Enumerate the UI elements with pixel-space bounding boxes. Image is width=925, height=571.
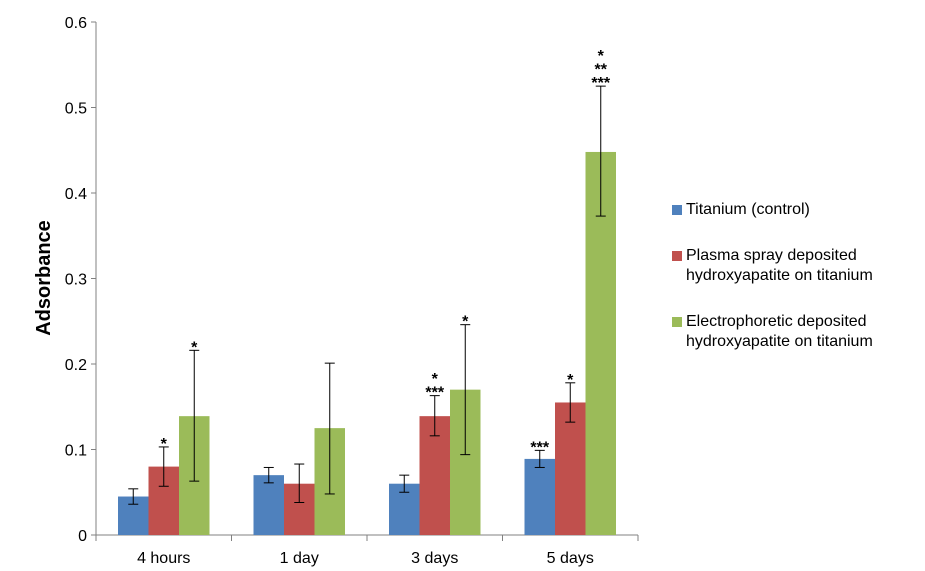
bar — [524, 458, 555, 535]
error-bars — [128, 85, 606, 505]
legend-item-plasma-spray: Plasma spray deposited hydroxyapatite on… — [672, 246, 922, 286]
significance-mark: *** — [530, 439, 549, 456]
x-axis: 4 hours 1 day 3 days 5 days — [95, 534, 639, 567]
significance-annotations: ***************** — [161, 48, 611, 456]
significance-mark: * — [432, 371, 439, 388]
y-tick-label: 0.3 — [65, 272, 87, 289]
bars — [118, 151, 616, 535]
y-axis: 0 0.1 0.2 0.3 0.4 0.5 0.6 — [65, 15, 97, 545]
legend-swatch-electrophoretic — [672, 317, 682, 327]
x-tick-label: 4 hours — [137, 550, 190, 567]
y-tick-label: 0.4 — [65, 186, 87, 203]
x-tick-label: 1 day — [280, 550, 319, 567]
legend-swatch-titanium — [672, 205, 682, 215]
legend: Titanium (control) Plasma spray deposite… — [672, 200, 922, 378]
significance-mark: * — [191, 339, 198, 356]
bar — [253, 475, 284, 535]
legend-swatch-plasma-spray — [672, 251, 682, 261]
significance-mark: *** — [425, 385, 444, 402]
y-tick-label: 0.2 — [65, 357, 87, 374]
y-axis-label: Adsorbance — [33, 220, 55, 336]
significance-mark: *** — [591, 75, 610, 92]
legend-label-plasma-spray: Plasma spray deposited hydroxyapatite on… — [686, 247, 873, 284]
y-tick-label: 0.5 — [65, 101, 87, 118]
legend-item-titanium: Titanium (control) — [672, 200, 922, 220]
y-tick-label: 0.6 — [65, 15, 87, 32]
significance-mark: ** — [595, 62, 608, 79]
y-tick-label: 0.1 — [65, 443, 87, 460]
bar — [555, 402, 586, 535]
significance-mark: * — [462, 314, 469, 331]
x-tick-label: 3 days — [411, 550, 458, 567]
significance-mark: * — [161, 436, 168, 453]
legend-item-electrophoretic: Electrophoretic deposited hydroxyapatite… — [672, 312, 922, 352]
y-tick-label: 0 — [78, 528, 87, 545]
significance-mark: * — [567, 372, 574, 389]
legend-label-titanium: Titanium (control) — [686, 201, 810, 218]
x-tick-label: 5 days — [547, 550, 594, 567]
legend-label-electrophoretic: Electrophoretic deposited hydroxyapatite… — [686, 313, 873, 350]
significance-mark: * — [598, 48, 605, 65]
